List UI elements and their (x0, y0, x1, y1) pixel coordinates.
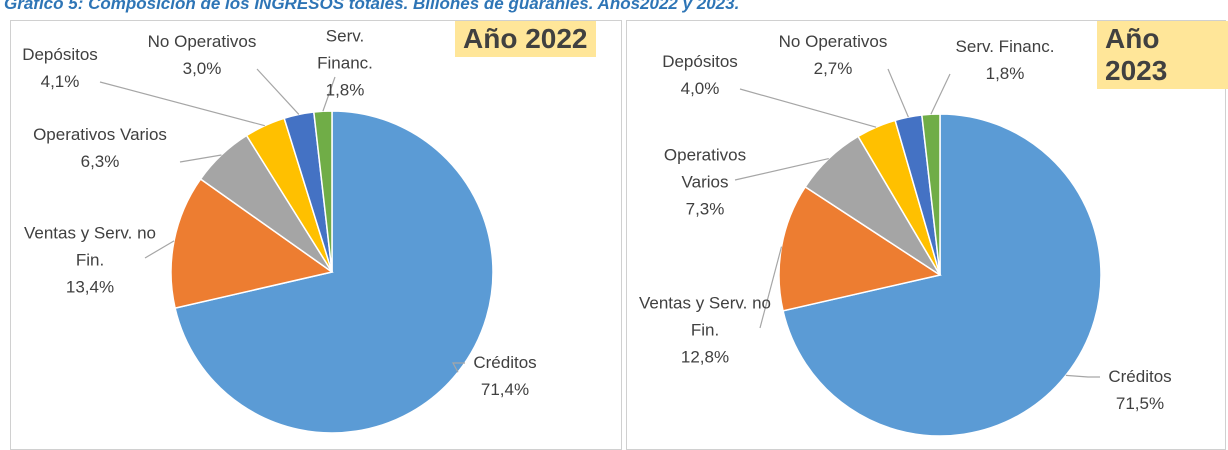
leader-line (887, 68, 909, 118)
data-label: Créditos 71,4% (445, 349, 565, 403)
data-label: Depósitos 4,0% (640, 48, 760, 102)
leader-line (256, 68, 300, 115)
category-label: No Operativos (778, 32, 888, 51)
data-label: Serv. Financ. 1,8% (930, 33, 1080, 87)
pie-slice (778, 185, 942, 312)
value-label: 4,1% (40, 72, 80, 91)
page-title: Gráfico 5: Composición de los INGRESOS t… (4, 0, 740, 13)
value-label: 7,3% (685, 199, 725, 219)
category-label: Depósitos (22, 45, 98, 64)
category-label: Ventas y Serv. no Fin. (24, 223, 156, 270)
leader-line (144, 240, 175, 259)
chart-title: Año 2022 (455, 21, 596, 57)
leader-line (1065, 374, 1100, 378)
category-label: Operativos Varios (663, 145, 747, 192)
value-label: 71,4% (480, 380, 530, 399)
category-label: Serv. Financ. (955, 37, 1055, 56)
pie-slice (313, 110, 333, 273)
leader-line (739, 88, 877, 128)
pie-slice (170, 177, 334, 310)
pie-slice (921, 113, 941, 276)
value-label: 1,8% (325, 80, 365, 100)
category-label: Créditos (473, 353, 537, 372)
leader-line (451, 362, 465, 373)
data-label: No Operativos 2,7% (758, 28, 908, 82)
category-label: Serv. Financ. (317, 26, 373, 73)
category-label: Ventas y Serv. no Fin. (639, 293, 771, 340)
category-label: No Operativos (147, 32, 257, 51)
leader-line (759, 246, 783, 329)
value-label: 12,8% (680, 347, 730, 367)
data-label: Ventas y Serv. no Fin. 13,4% (15, 220, 165, 301)
leader-line (930, 73, 951, 115)
value-label: 4,0% (680, 79, 720, 98)
value-label: 6,3% (80, 152, 120, 171)
leader-line (179, 154, 222, 163)
data-label: Créditos 71,5% (1080, 363, 1200, 417)
data-label: Operativos Varios 6,3% (0, 121, 200, 175)
value-label: 13,4% (65, 277, 115, 297)
leader-line (322, 76, 336, 112)
data-label: Ventas y Serv. no Fin. 12,8% (630, 290, 780, 371)
leader-line (734, 158, 829, 181)
leader-line (99, 81, 265, 127)
category-label: Créditos (1108, 367, 1172, 386)
value-label: 3,0% (182, 59, 222, 78)
data-label: Depósitos 4,1% (0, 41, 120, 95)
value-label: 1,8% (985, 64, 1025, 83)
category-label: Depósitos (662, 52, 738, 71)
value-label: 71,5% (1115, 394, 1165, 413)
chart-title: Año 2023 (1097, 21, 1228, 89)
category-label: Operativos Varios (33, 125, 167, 144)
pie-slice (782, 113, 1102, 437)
value-label: 2,7% (813, 59, 853, 78)
data-label: Serv. Financ. 1,8% (315, 23, 375, 104)
data-label: Operativos Varios 7,3% (655, 142, 755, 223)
data-label: No Operativos 3,0% (127, 28, 277, 82)
